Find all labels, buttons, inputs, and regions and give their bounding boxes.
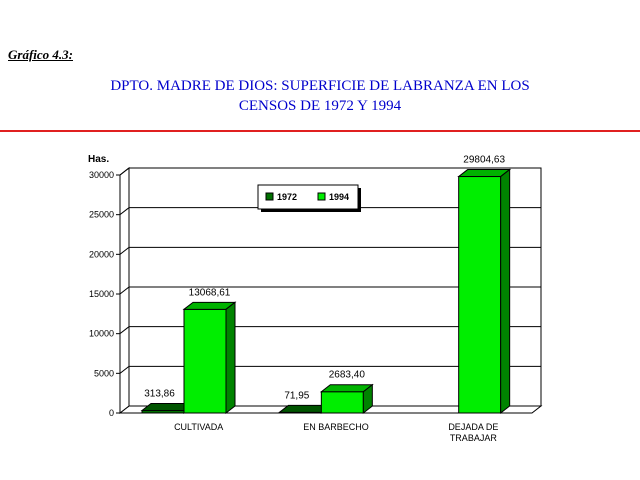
title-line-1: DPTO. MADRE DE DIOS: SUPERFICIE DE LABRA… [110, 78, 530, 94]
gridline-side [119, 286, 130, 295]
legend-label-1972: 1972 [277, 192, 297, 202]
data-label: 29804,63 [463, 155, 505, 166]
gridline-side [119, 326, 130, 335]
bar-1994 [458, 176, 502, 414]
chart-title: DPTO. MADRE DE DIOS: SUPERFICIE DE LABRA… [60, 76, 580, 116]
data-label: 13068,61 [189, 287, 231, 298]
legend-label-1994: 1994 [329, 192, 349, 202]
y-tick-label: 30000 [89, 170, 114, 180]
title-divider [0, 130, 640, 132]
legend-box [257, 184, 359, 210]
y-tick-label: 5000 [94, 368, 114, 378]
category-label: CULTIVADA [174, 422, 223, 432]
y-tick-label: 10000 [89, 329, 114, 339]
legend-swatch-1994 [317, 192, 326, 201]
data-label: 313,86 [144, 389, 175, 400]
gridline-side [119, 365, 130, 374]
category-label: TRABAJAR [450, 433, 498, 443]
bar-side-1994 [362, 383, 373, 415]
y-axis-label: Has. [88, 154, 109, 165]
bar-side-1994 [500, 168, 511, 415]
category-label: DEJADA DE [448, 422, 498, 432]
category-label: EN BARBECHO [303, 422, 369, 432]
y-tick-label: 20000 [89, 249, 114, 259]
bar-side-1994 [225, 301, 236, 415]
y-tick-label: 15000 [89, 289, 114, 299]
title-line-2: CENSOS DE 1972 Y 1994 [238, 98, 402, 114]
bar-1994 [183, 308, 227, 414]
figure-label: Gráfico 4.3: [8, 47, 73, 62]
y-tick-label: 0 [109, 408, 114, 418]
gridline-side [119, 246, 130, 255]
legend-swatch-1972 [265, 192, 274, 201]
data-label: 71,95 [284, 390, 309, 401]
gridline-side [119, 207, 130, 216]
data-label: 2683,40 [329, 370, 366, 381]
y-tick-label: 25000 [89, 210, 114, 220]
gridline-side [119, 167, 130, 176]
bar-1994 [320, 391, 364, 414]
